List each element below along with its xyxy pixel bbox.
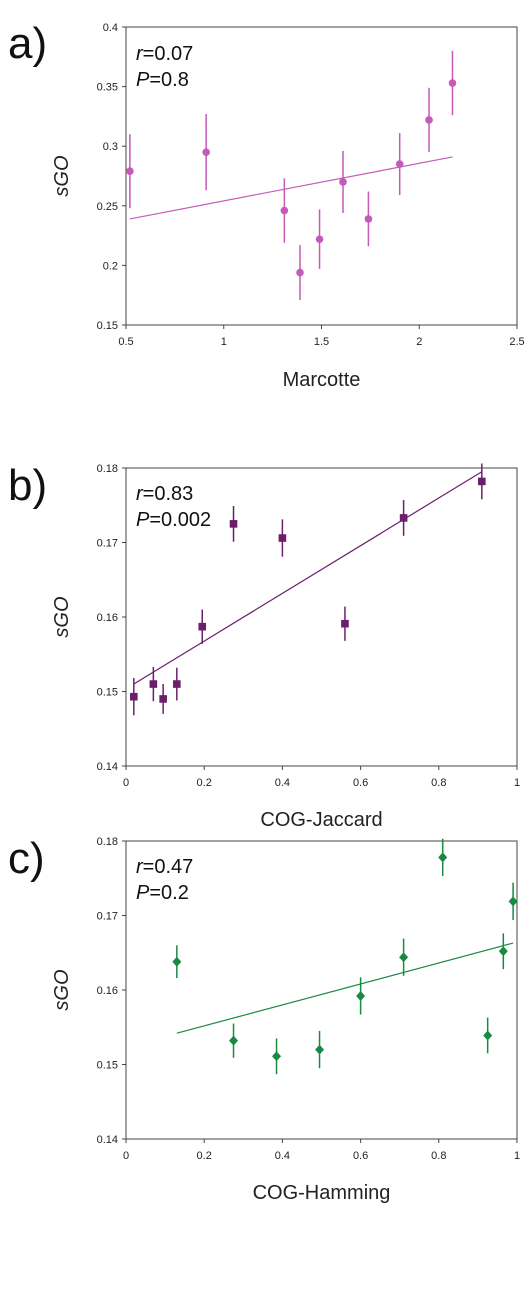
stat-r: r=0.47 (136, 856, 193, 878)
y-tick-label: 0.4 (103, 22, 118, 34)
y-tick-label: 0.14 (97, 761, 118, 773)
stat-r: r=0.83 (136, 483, 193, 505)
stat-p-key: P (136, 69, 150, 91)
x-tick-label: 0.4 (275, 1150, 290, 1162)
x-tick-label: 0 (123, 1150, 129, 1162)
y-tick-label: 0.17 (97, 911, 118, 923)
x-tick-label: 0.2 (197, 777, 212, 789)
x-tick-label: 1 (514, 1150, 520, 1162)
trendline (176, 942, 514, 1034)
y-tick-label: 0.15 (97, 687, 118, 699)
x-tick-label: 0.8 (431, 1150, 446, 1162)
data-point (315, 235, 324, 243)
x-tick-label: 0.2 (197, 1150, 212, 1162)
data-point (296, 268, 304, 277)
trendline (129, 156, 453, 220)
data-point (448, 79, 457, 87)
data-point (339, 178, 347, 186)
data-point (172, 956, 182, 967)
data-point (395, 160, 404, 168)
data-point (202, 148, 210, 156)
data-point (399, 952, 409, 963)
stat-p: P=0.8 (136, 69, 189, 91)
x-tick-label: 2 (416, 336, 422, 348)
chart-panel-1: a) 0.15 0.2 0.25 0.3 0.35 0.4 0.5 1 1.5 2 2.5 Marcot… (8, 19, 525, 391)
stat-p-value: =0.2 (149, 882, 188, 904)
x-tick-label: 2.5 (509, 336, 524, 348)
x-axis-label: COG-Jaccard (260, 809, 382, 831)
stat-p: P=0.002 (136, 509, 211, 531)
data-point (341, 619, 349, 628)
y-tick-label: 0.16 (97, 612, 118, 624)
chart-panel-3: c) 0.14 0.15 0.16 0.17 0.18 0 0.2 0.4 0.6 0.8 1 COG-… (8, 834, 520, 1204)
y-tick-label: 0.25 (97, 201, 118, 213)
y-tick-label: 0.18 (97, 836, 118, 848)
stat-r-key: r (136, 43, 144, 65)
data-point (399, 514, 408, 522)
data-point (425, 116, 433, 124)
x-tick-label: 0.5 (118, 336, 133, 348)
y-tick-label: 0.35 (97, 82, 118, 94)
stat-p-key: P (136, 509, 150, 531)
data-point (229, 520, 238, 528)
x-axis-label: Marcotte (283, 369, 361, 391)
data-point (508, 896, 518, 907)
data-point (280, 206, 289, 215)
data-point (498, 946, 508, 957)
panel-label: c) (8, 834, 45, 883)
stat-p-value: =0.8 (149, 69, 188, 91)
stat-r-value: =0.47 (143, 856, 194, 878)
data-point (315, 1044, 325, 1055)
y-tick-label: 0.3 (103, 141, 118, 153)
stat-r-key: r (136, 856, 144, 878)
x-axis-label: COG-Hamming (253, 1182, 391, 1204)
data-point (149, 680, 158, 688)
stat-r-key: r (136, 483, 144, 505)
x-tick-label: 0 (123, 777, 129, 789)
data-point (159, 695, 167, 703)
data-point (483, 1030, 493, 1041)
y-tick-label: 0.15 (97, 1060, 118, 1072)
trendline (133, 471, 483, 685)
x-tick-label: 1 (514, 777, 520, 789)
panel-label: b) (8, 461, 47, 510)
y-tick-label: 0.17 (97, 538, 118, 550)
data-point (478, 477, 486, 486)
data-point (438, 852, 448, 863)
y-tick-label: 0.15 (97, 320, 118, 332)
stat-p: P=0.2 (136, 882, 189, 904)
data-point (364, 215, 373, 223)
data-point (272, 1051, 282, 1062)
y-axis-label: sGO (51, 596, 73, 637)
x-tick-label: 0.6 (353, 1150, 368, 1162)
stat-r: r=0.07 (136, 43, 193, 65)
stat-p-value: =0.002 (149, 509, 211, 531)
data-point (126, 167, 134, 176)
y-tick-label: 0.18 (97, 463, 118, 475)
data-point (229, 1035, 239, 1046)
data-point (278, 534, 287, 542)
x-tick-label: 0.4 (275, 777, 290, 789)
x-tick-label: 0.8 (431, 777, 446, 789)
y-axis-label: sGO (51, 155, 73, 196)
x-tick-label: 1.5 (314, 336, 329, 348)
stat-p-key: P (136, 882, 150, 904)
data-point (356, 990, 366, 1001)
data-point (130, 692, 138, 701)
data-point (173, 680, 181, 688)
panel-label: a) (8, 19, 47, 68)
stat-r-value: =0.83 (143, 483, 194, 505)
data-point (198, 622, 207, 631)
x-tick-label: 0.6 (353, 777, 368, 789)
chart-panel-2: b) 0.14 0.15 0.16 0.17 0.18 0 0.2 0.4 0.6 0.8 1 COG-… (8, 461, 520, 831)
y-axis-label: sGO (51, 969, 73, 1010)
y-tick-label: 0.14 (97, 1134, 118, 1146)
stat-r-value: =0.07 (143, 43, 194, 65)
y-tick-label: 0.16 (97, 985, 118, 997)
x-tick-label: 1 (221, 336, 227, 348)
y-tick-label: 0.2 (103, 260, 118, 272)
